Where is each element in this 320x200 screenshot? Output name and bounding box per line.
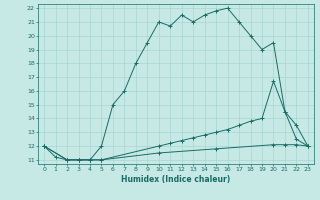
X-axis label: Humidex (Indice chaleur): Humidex (Indice chaleur): [121, 175, 231, 184]
